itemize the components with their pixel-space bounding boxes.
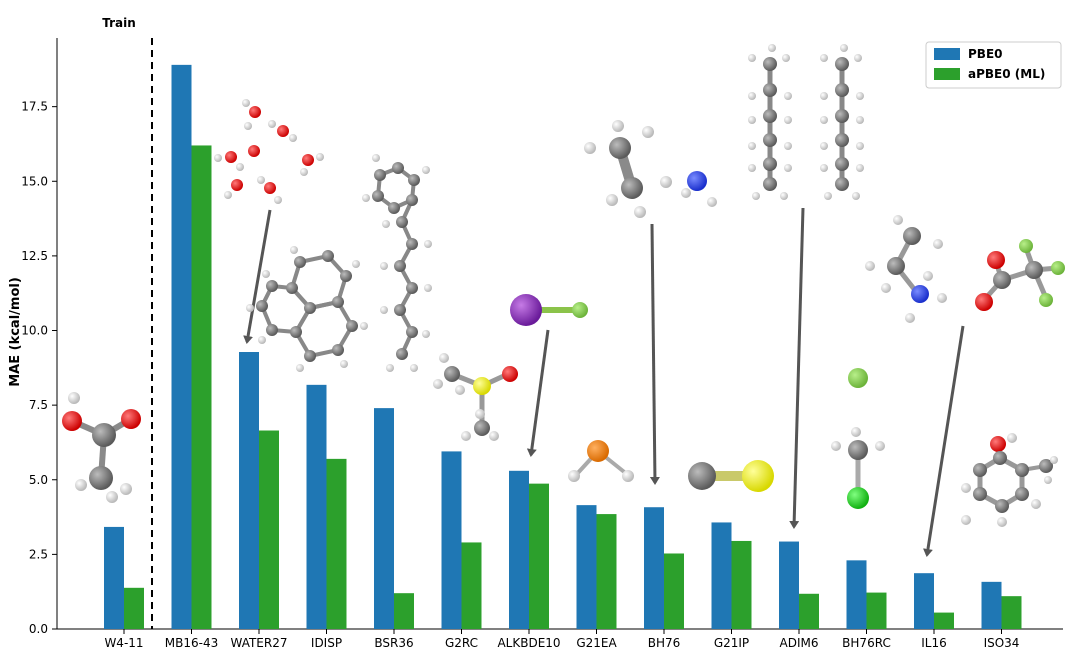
legend-swatch-apbe0 <box>934 68 960 80</box>
x-tick-label: BH76 <box>648 636 681 650</box>
bar-apbe0-bsr36 <box>394 593 414 629</box>
y-tick-label: 10.0 <box>21 324 48 338</box>
y-tick-label: 15.0 <box>21 174 48 188</box>
bar-apbe0-g21ea <box>596 514 617 629</box>
x-tick-label: IL16 <box>921 636 947 650</box>
bar-apbe0-mb16-43 <box>191 145 212 630</box>
bar-pbe0-iso34 <box>981 581 1002 629</box>
ammonia-hydrogen-complex <box>660 171 717 207</box>
y-tick-label: 5.0 <box>29 473 48 487</box>
arrow-adim6 <box>789 207 805 529</box>
bars-group <box>104 64 1022 630</box>
x-tick-label: WATER27 <box>230 636 287 650</box>
legend-swatch-pbe0 <box>934 48 960 60</box>
x-tick-label: IDISP <box>311 636 342 650</box>
annotation-arrows <box>243 207 965 557</box>
arrow-il16 <box>922 325 965 557</box>
x-tick-label: ISO34 <box>984 636 1020 650</box>
bar-pbe0-g21ip <box>711 522 732 629</box>
legend-label-apbe0: aPBE0 (ML) <box>968 67 1045 81</box>
bar-apbe0-bh76rc <box>866 592 887 629</box>
bar-apbe0-adim6 <box>799 593 819 629</box>
phosphine-molecule <box>568 440 634 482</box>
x-tick-label: G21IP <box>714 636 749 650</box>
bar-pbe0-g2rc <box>441 451 462 629</box>
ethylammonium-molecule <box>865 215 947 323</box>
bar-pbe0-mb16-43 <box>171 64 192 629</box>
polyene-chain-molecule <box>362 154 432 372</box>
x-tick-label: ADIM6 <box>780 636 819 650</box>
x-tick-label: MB16-43 <box>165 636 218 650</box>
bar-apbe0-g21ip <box>731 540 752 629</box>
bar-apbe0-g2rc <box>461 542 482 629</box>
arrow-water27 <box>243 209 272 344</box>
bar-apbe0-il16 <box>934 612 954 629</box>
y-tick-label: 17.5 <box>21 100 48 114</box>
y-tick-label: 0.0 <box>29 622 48 636</box>
legend-label-pbe0: PBE0 <box>968 47 1003 61</box>
bar-apbe0-bh76 <box>664 553 684 629</box>
x-tick-label: BSR36 <box>374 636 413 650</box>
train-label: Train <box>102 16 136 30</box>
y-axis-title: MAE (kcal/mol) <box>8 277 23 387</box>
x-tick-label: G2RC <box>445 636 478 650</box>
bar-pbe0-alkbde10 <box>509 470 529 629</box>
y-tick-label: 12.5 <box>21 249 48 263</box>
water-cluster-molecule <box>214 99 324 204</box>
alkane-dimer-molecule <box>748 44 864 200</box>
bar-pbe0-il16 <box>914 573 934 629</box>
bar-pbe0-bh76rc <box>846 560 867 629</box>
x-tick-label: BH76RC <box>842 636 891 650</box>
bar-pbe0-water27 <box>239 352 259 629</box>
trifluoroacetate-molecule <box>975 239 1065 311</box>
arrow-bh76 <box>649 223 660 485</box>
bar-apbe0-alkbde10 <box>529 483 549 629</box>
x-tick-label: G21EA <box>576 636 617 650</box>
bar-pbe0-g21ea <box>576 505 597 629</box>
dimethyl-sulfoxide-molecule <box>433 353 518 441</box>
arrow-alkbde10 <box>526 329 550 457</box>
x-tick-label: ALKBDE10 <box>497 636 560 650</box>
y-axis-ticks: 0.0 2.5 5.0 7.5 10.0 12.5 15.0 17.5 <box>21 100 57 636</box>
x-tick-label: W4-11 <box>104 636 143 650</box>
bar-pbe0-adim6 <box>779 541 799 629</box>
bar-pbe0-bh76 <box>644 507 664 629</box>
ethylene-molecule <box>584 120 654 218</box>
x-axis-ticks: W4-11 MB16-43 WATER27 IDISP BSR36 G2RC ALKBDE1… <box>104 629 1019 650</box>
bar-pbe0-idisp <box>306 384 327 629</box>
bar-apbe0-water27 <box>259 430 279 629</box>
bar-pbe0-w4-11 <box>104 526 124 629</box>
carbon-sulfide-molecule <box>688 460 774 492</box>
cresol-molecule <box>961 433 1058 527</box>
legend: PBE0 aPBE0 (ML) <box>925 41 1062 89</box>
polycyclic-hydrocarbon-molecule <box>246 246 368 372</box>
bar-pbe0-bsr36 <box>374 408 394 629</box>
y-tick-label: 7.5 <box>29 398 48 412</box>
bar-apbe0-w4-11 <box>124 587 144 629</box>
bar-apbe0-iso34 <box>1001 596 1022 629</box>
bar-apbe0-idisp <box>326 458 347 629</box>
iodine-fluoride-molecule <box>510 294 588 326</box>
y-tick-label: 2.5 <box>29 547 48 561</box>
acetic-acid-molecule <box>62 392 141 503</box>
fluoromethane-complex <box>831 368 885 509</box>
